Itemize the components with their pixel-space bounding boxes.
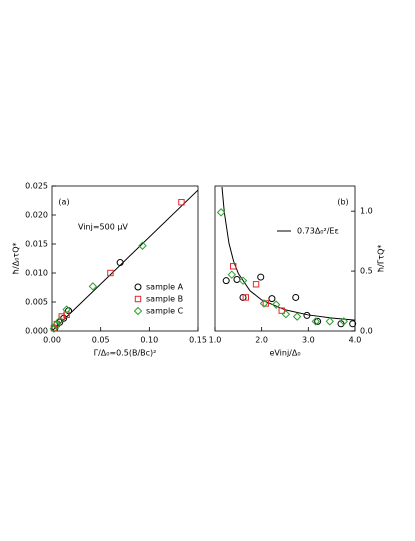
y-axis-label: ħ/ΓτQ* bbox=[377, 245, 386, 273]
marker-square bbox=[262, 300, 270, 307]
marker-circle bbox=[349, 320, 357, 328]
y-tick-label: 0.005 bbox=[25, 298, 48, 307]
fit-line bbox=[52, 189, 198, 331]
x-tick-label: 1.0 bbox=[209, 336, 222, 345]
marker-diamond bbox=[271, 300, 281, 309]
marker-circle bbox=[314, 317, 322, 325]
marker-circle bbox=[303, 311, 311, 319]
marker-diamond bbox=[138, 241, 147, 250]
fit-line bbox=[221, 186, 355, 321]
legend-label: sample C bbox=[146, 307, 184, 316]
y-tick-label: 0.0 bbox=[360, 327, 373, 336]
x-tick-label: 0.15 bbox=[189, 336, 207, 345]
plot-frame bbox=[214, 185, 356, 332]
marker-diamond bbox=[238, 276, 248, 285]
marker-circle bbox=[116, 259, 124, 267]
x-axis-label: Γ/Δ₀=0.5(B/Bc)² bbox=[94, 349, 157, 358]
marker-diamond bbox=[325, 317, 335, 326]
marker-circle bbox=[292, 293, 300, 301]
marker-circle bbox=[134, 283, 142, 291]
y-tick-label: 0.000 bbox=[25, 327, 48, 336]
marker-diamond bbox=[49, 324, 59, 333]
marker-diamond bbox=[292, 312, 302, 321]
marker-square bbox=[63, 311, 70, 318]
y-axis-label: ħ/Δ₀τQ* bbox=[12, 242, 21, 274]
y-tick-label: 0.025 bbox=[25, 182, 48, 191]
y-tick-label: 0.5 bbox=[360, 267, 373, 276]
legend-label: sample A bbox=[146, 283, 184, 292]
marker-diamond bbox=[281, 310, 291, 319]
marker-circle bbox=[233, 275, 241, 283]
marker-diamond bbox=[216, 208, 226, 217]
x-tick-label: 2.0 bbox=[255, 336, 268, 345]
marker-diamond bbox=[339, 317, 349, 326]
plot-frame bbox=[51, 185, 199, 332]
marker-square bbox=[252, 281, 260, 288]
marker-diamond bbox=[311, 317, 321, 326]
y-tick-label: 0.015 bbox=[25, 240, 48, 249]
panel-label: (b) bbox=[337, 198, 348, 207]
legend-label: sample B bbox=[146, 295, 183, 304]
annotation: Vinj=500 μV bbox=[78, 223, 128, 232]
x-tick-label: 4.0 bbox=[349, 336, 362, 345]
y-tick-label: 0.020 bbox=[25, 211, 48, 220]
marker-square bbox=[107, 269, 114, 277]
x-tick-label: 3.0 bbox=[302, 336, 315, 345]
marker-square bbox=[134, 295, 142, 303]
marker-diamond bbox=[227, 270, 237, 279]
marker-square bbox=[242, 294, 250, 301]
marker-diamond bbox=[133, 306, 143, 316]
marker-circle bbox=[268, 295, 276, 303]
x-axis-label: eVinj/Δ₀ bbox=[269, 349, 300, 358]
panel-label: (a) bbox=[58, 198, 69, 207]
x-tick-label: 0.10 bbox=[140, 336, 158, 345]
marker-circle bbox=[257, 273, 265, 281]
x-tick-label: 0.00 bbox=[43, 336, 61, 345]
marker-square bbox=[230, 263, 237, 270]
marker-diamond bbox=[55, 316, 64, 325]
marker-diamond bbox=[259, 299, 269, 308]
marker-diamond bbox=[51, 320, 61, 330]
x-tick-label: 0.05 bbox=[92, 336, 110, 345]
y-tick-label: 1.0 bbox=[360, 207, 373, 216]
y-tick-label: 0.010 bbox=[25, 269, 48, 278]
legend-label: 0.73Δ₀²/Eε bbox=[297, 227, 339, 236]
marker-square bbox=[278, 307, 285, 314]
marker-diamond bbox=[88, 282, 98, 291]
marker-circle bbox=[222, 277, 230, 285]
marker-diamond bbox=[62, 305, 71, 314]
marker-square bbox=[178, 199, 185, 206]
